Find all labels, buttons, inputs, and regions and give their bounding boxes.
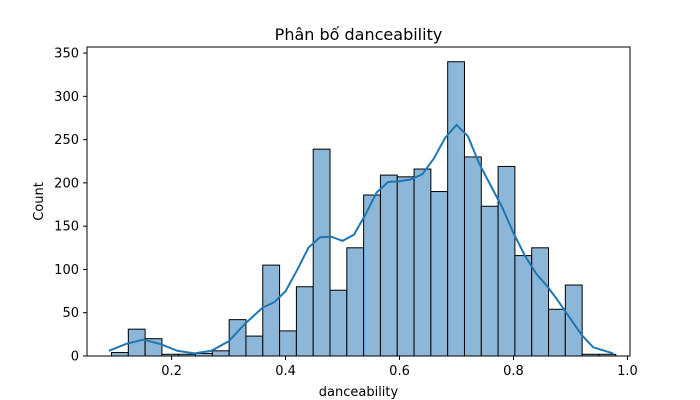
x-tick-label: 1.0 [617, 364, 638, 379]
y-tick-label: 350 [54, 47, 79, 62]
histogram-bar [463, 156, 482, 357]
histogram-bar [111, 352, 129, 357]
plot-frame [86, 46, 631, 357]
x-tick-label: 0.2 [161, 364, 182, 379]
histogram-bar [211, 350, 230, 357]
histogram-bar [531, 247, 550, 357]
kde-line [108, 123, 614, 355]
histogram-bar [346, 247, 365, 357]
histogram-bar [245, 335, 264, 357]
y-tick-label: 0 [71, 350, 79, 365]
histogram-bar [447, 61, 465, 357]
histogram-bar [279, 330, 297, 357]
x-axis-label: danceability [319, 385, 399, 400]
histogram-bar [430, 191, 449, 357]
y-axis-label: Count [32, 182, 47, 221]
histogram-bar [396, 176, 415, 357]
histogram-bar [312, 148, 331, 357]
y-axis-ticks: 0 50 100 150 200 250 300 350 [54, 47, 87, 365]
histogram-bar [514, 255, 533, 357]
chart-title: Phân bố danceability [275, 25, 443, 44]
histogram-bar [413, 168, 432, 357]
histogram-bar [497, 165, 516, 357]
bars-group [111, 61, 617, 357]
histogram-bar [379, 174, 398, 357]
y-tick-label: 200 [54, 176, 79, 191]
x-tick-label: 0.4 [275, 364, 296, 379]
histogram-bar [480, 205, 499, 357]
histogram-bar [548, 308, 566, 357]
x-tick-label: 0.8 [503, 364, 524, 379]
y-tick-label: 150 [54, 220, 79, 235]
histogram-bar [564, 284, 583, 357]
y-tick-label: 100 [54, 263, 79, 278]
x-tick-label: 0.6 [389, 364, 410, 379]
y-tick-label: 50 [62, 306, 79, 321]
histogram-bar [295, 286, 314, 357]
histogram-bar [329, 289, 348, 357]
x-axis-ticks: 0.2 0.4 0.6 0.8 1.0 [161, 356, 638, 379]
y-tick-label: 250 [54, 133, 79, 148]
histogram-bar [363, 194, 381, 357]
y-tick-label: 300 [54, 90, 79, 105]
histogram-bar [262, 264, 281, 357]
